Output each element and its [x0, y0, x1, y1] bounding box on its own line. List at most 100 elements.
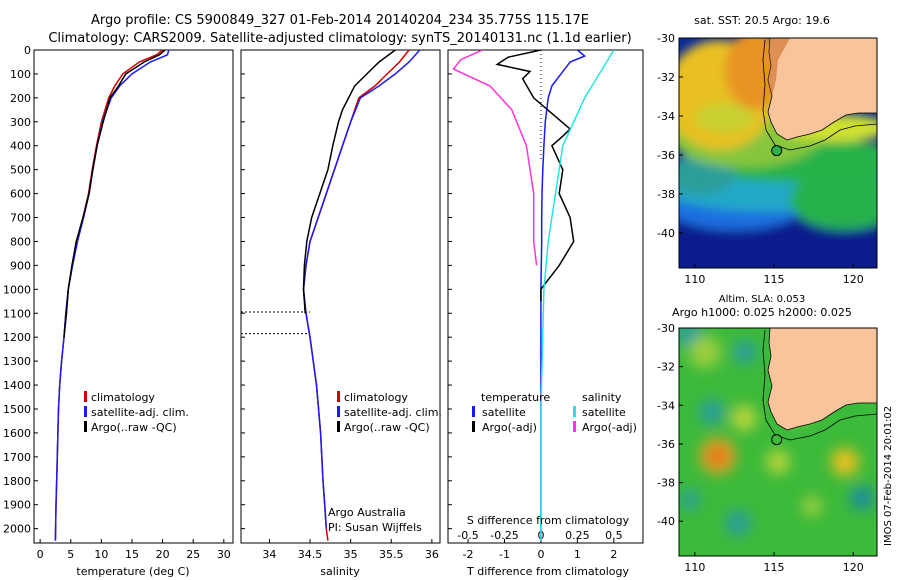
temperature-xlabel: temperature (deg C) [76, 565, 189, 578]
x-tick-label: -2 [463, 548, 474, 561]
map-x-tick-label: 120 [843, 561, 864, 574]
x-tick-label: 35.5 [379, 548, 404, 561]
x-tick-label: 25 [186, 548, 200, 561]
legend-swatch-satellite [337, 406, 340, 417]
map-y-tick-label: -38 [657, 477, 675, 490]
salinity-xlabel: salinity [320, 565, 360, 578]
y-tick-label: 200 [10, 92, 31, 105]
y-tick-label: 1400 [3, 379, 31, 392]
map-x-tick-label: 120 [843, 273, 864, 286]
map-y-tick-label: -36 [657, 438, 675, 451]
legend-swatch-t-satellite [472, 406, 475, 417]
series-line-argo-raw-qc- [63, 50, 166, 338]
series-line-s-argo-adj- [452, 50, 538, 266]
map-x-tick-label: 110 [684, 561, 705, 574]
series-line-argo-raw-qc- [302, 50, 396, 314]
x-tick-label: 1 [574, 548, 581, 561]
y-tick-label: 2000 [3, 523, 31, 536]
sst-map-ticks: 110 115 120 -30 -32 -34 -36 -38 -40 [657, 32, 864, 286]
x-tick-label: 35 [344, 548, 358, 561]
salinity-panel: 34 34.5 35 35.5 36 salinity climatology sate… [240, 49, 442, 578]
legend-swatch-s-argo [573, 421, 576, 432]
series-line-t-argo-adj- [495, 50, 575, 302]
legend-label-argo: Argo(..raw -QC) [91, 421, 177, 434]
map-y-tick-label: -30 [657, 32, 675, 45]
legend-label-t-satellite: satellite [482, 406, 526, 419]
y-tick-label: 900 [10, 259, 31, 272]
temperature-axis-ticks: 0100200300400500600700800900100011001200… [3, 44, 231, 561]
legend-title-temperature: temperature [481, 391, 550, 404]
legend-title-salinity: salinity [582, 391, 622, 404]
x-tick-label: 5 [67, 548, 74, 561]
series-line-climatology [302, 50, 410, 541]
legend-swatch-t-argo [472, 421, 475, 432]
argo-position-marker [771, 434, 783, 446]
sla-map: Altim. SLA: 0.053 Argo h1000: 0.025 h200… [657, 294, 878, 574]
series-line-climatology [54, 50, 164, 541]
x-tick-label: 10 [94, 548, 108, 561]
imos-timestamp: IMOS 07-Feb-2014 20:01:02 [883, 406, 894, 546]
sla-land-mass [767, 328, 877, 431]
y-tick-label: 1500 [3, 403, 31, 416]
s-tick-label: 0.5 [605, 529, 623, 542]
x-tick-label: 34 [262, 548, 276, 561]
x-tick-label: 15 [125, 548, 139, 561]
pi-annotation: PI: Susan Wijffels [328, 521, 422, 534]
temperature-legend: climatology satellite-adj. clim. Argo(..… [84, 391, 189, 434]
legend-label-satellite: satellite-adj. clim. [91, 406, 189, 419]
figure-subtitle: Climatology: CARS2009. Satellite-adjuste… [48, 31, 631, 46]
difference-axis-ticks: -2 -1 0 1 2-0.5 -0.25 0 0.25 0.5 [448, 49, 623, 561]
legend-label-climatology: climatology [344, 391, 408, 404]
y-tick-label: 100 [10, 68, 31, 81]
map-y-tick-label: -40 [657, 515, 675, 528]
shelf-contour [762, 39, 877, 151]
y-tick-label: 1100 [3, 307, 31, 320]
y-tick-label: 1200 [3, 331, 31, 344]
x-tick-label: 0 [537, 548, 544, 561]
y-tick-label: 1600 [3, 427, 31, 440]
argo-australia-annotation: Argo Australia [328, 506, 406, 519]
series-line-t-satellite [540, 50, 587, 541]
map-x-tick-label: 115 [764, 273, 785, 286]
legend-label-climatology: climatology [91, 391, 155, 404]
s-tick-label: -0.5 [457, 529, 478, 542]
y-tick-label: 600 [10, 188, 31, 201]
salinity-lines [302, 50, 421, 541]
y-tick-label: 1900 [3, 499, 31, 512]
s-tick-label: 0.25 [565, 529, 590, 542]
s-difference-label: S difference from climatology [467, 514, 630, 527]
sla-map-title: Altim. SLA: 0.053 [719, 294, 805, 305]
temperature-lines [54, 50, 170, 541]
legend-swatch-climatology [337, 391, 340, 402]
sla-map-subtitle: Argo h1000: 0.025 h2000: 0.025 [672, 306, 852, 319]
y-tick-label: 800 [10, 235, 31, 248]
x-tick-label: 20 [156, 548, 170, 561]
sla-map-ticks: 110 115 120 -30 -32 -34 -36 -38 -40 [657, 322, 864, 574]
difference-panel: -2 -1 0 1 2-0.5 -0.25 0 0.25 0.5 S difference fr… [447, 49, 644, 578]
sst-map: sat. SST: 20.5 Argo: 19.6 110 115 1 [657, 14, 878, 286]
legend-swatch-argo [337, 421, 340, 432]
legend-label-argo: Argo(..raw -QC) [344, 421, 430, 434]
map-y-tick-label: -40 [657, 227, 675, 240]
map-y-tick-label: -34 [657, 399, 675, 412]
figure-title: Argo profile: CS 5900849_327 01-Feb-2014… [91, 13, 589, 28]
salinity-legend: climatology satellite-adj. clim. Argo(..… [337, 391, 442, 434]
difference-legend: temperature satellite Argo(-adj) salinit… [472, 391, 637, 434]
legend-swatch-satellite [84, 406, 87, 417]
difference-lines [452, 50, 615, 541]
sst-land-shade [768, 38, 790, 96]
y-tick-label: 500 [10, 164, 31, 177]
s-tick-label: -0.25 [490, 529, 518, 542]
y-tick-label: 0 [24, 44, 31, 57]
map-y-tick-label: -30 [657, 322, 675, 335]
series-line-s-satellite [540, 50, 615, 541]
map-x-tick-label: 110 [684, 273, 705, 286]
y-tick-label: 1000 [3, 283, 31, 296]
map-y-tick-label: -34 [657, 110, 675, 123]
legend-label-t-argo: Argo(-adj) [482, 421, 537, 434]
y-tick-label: 1300 [3, 355, 31, 368]
y-tick-label: 1700 [3, 451, 31, 464]
legend-swatch-climatology [84, 391, 87, 402]
y-tick-label: 400 [10, 140, 31, 153]
